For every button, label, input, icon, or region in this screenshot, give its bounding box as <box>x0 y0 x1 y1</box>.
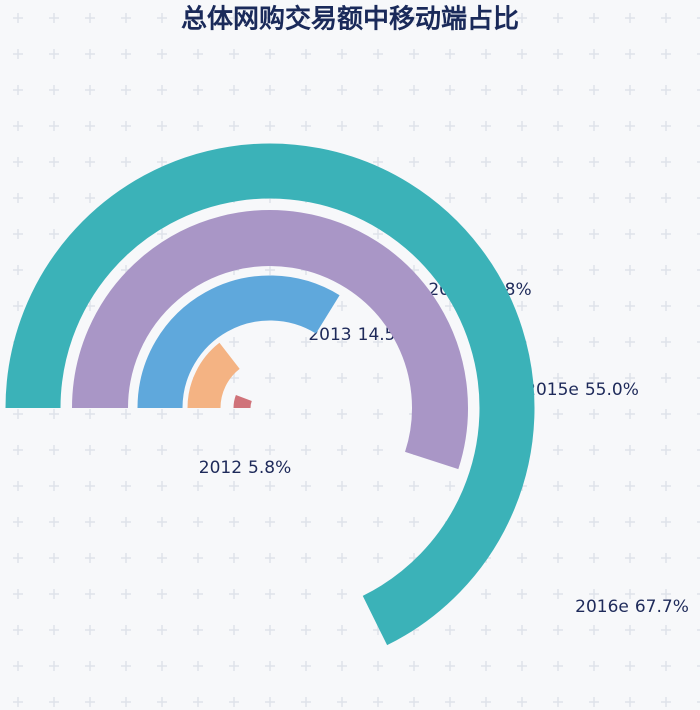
chart-title: 总体网购交易额中移动端占比 <box>181 4 519 35</box>
value-label: 55.0% <box>585 380 639 400</box>
data-label: 2016e 67.7% <box>575 597 689 617</box>
data-label: 2015e 55.0% <box>525 380 639 400</box>
value-label: 67.7% <box>635 597 689 617</box>
category-label: 2016e <box>575 597 629 617</box>
arc-bar <box>137 275 340 409</box>
value-label: 5.8% <box>248 458 291 478</box>
arc-bar <box>187 342 241 409</box>
category-label: 2012 <box>199 458 242 478</box>
category-label: 2013 <box>308 325 351 345</box>
arc-bar <box>72 210 468 470</box>
category-label: 2015e <box>525 380 579 400</box>
data-label: 2012 5.8% <box>199 458 291 478</box>
arc-bar <box>5 143 535 646</box>
arc-bar <box>233 394 252 409</box>
